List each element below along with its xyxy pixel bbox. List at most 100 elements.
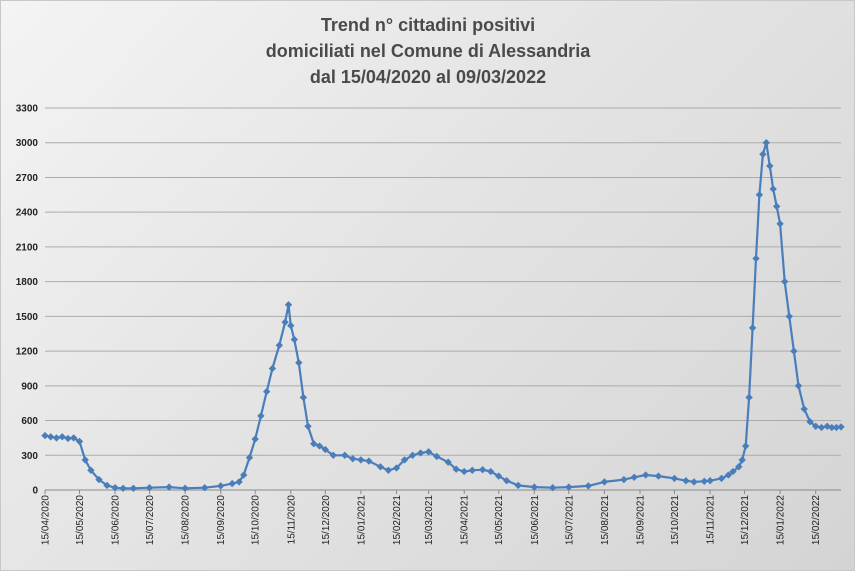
y-tick-label: 900: [21, 381, 38, 392]
data-point: [251, 435, 259, 443]
data-point: [776, 220, 784, 228]
data-point: [762, 139, 770, 147]
x-tick-label: 15/12/2021: [740, 495, 751, 545]
data-point: [495, 472, 503, 480]
data-point: [299, 393, 308, 402]
data-point: [228, 479, 236, 488]
data-point: [52, 434, 61, 442]
data-point: [217, 482, 225, 490]
data-point: [773, 202, 781, 211]
data-point: [690, 478, 698, 486]
data-point: [119, 484, 127, 492]
data-point: [766, 162, 774, 170]
data-point: [295, 359, 303, 367]
data-point: [235, 478, 243, 486]
x-tick-label: 15/02/2022: [811, 495, 822, 545]
y-tick-label: 0: [32, 486, 38, 497]
data-point: [654, 472, 663, 480]
x-tick-label: 15/05/2020: [75, 495, 86, 545]
data-point: [752, 254, 760, 263]
data-point: [58, 433, 66, 441]
data-point: [424, 448, 433, 456]
data-point: [759, 150, 767, 158]
data-point: [145, 484, 154, 492]
data-point: [257, 412, 265, 420]
data-point: [263, 387, 271, 396]
data-point: [549, 484, 557, 492]
data-point: [769, 185, 777, 193]
x-tick-label: 15/04/2020: [41, 495, 52, 545]
data-point: [103, 481, 111, 490]
data-point: [487, 467, 495, 476]
x-tick-label: 15/08/2020: [181, 495, 192, 545]
data-point: [349, 455, 357, 463]
x-tick-label: 15/05/2021: [494, 495, 505, 545]
data-point: [812, 422, 820, 430]
data-point: [275, 341, 283, 349]
data-point: [47, 433, 55, 441]
x-tick-label: 15/09/2021: [635, 495, 646, 545]
y-tick-label: 600: [21, 416, 38, 427]
data-point: [321, 445, 329, 454]
x-tick-label: 15/07/2020: [145, 495, 156, 545]
data-point: [315, 442, 324, 450]
y-tick-label: 2100: [16, 242, 39, 253]
x-tick-label: 15/03/2021: [424, 495, 435, 545]
data-point: [682, 477, 690, 485]
data-point: [376, 463, 385, 471]
data-point: [503, 477, 511, 485]
y-tick-label: 1500: [16, 312, 39, 323]
data-point: [111, 484, 119, 492]
data-point: [745, 393, 753, 402]
x-tick-label: 15/09/2020: [216, 495, 227, 545]
y-tick-label: 2400: [16, 208, 39, 219]
x-tick-label: 15/12/2020: [321, 495, 332, 545]
data-point: [281, 318, 289, 326]
data-point: [400, 456, 409, 464]
data-point: [724, 471, 733, 479]
x-tick-label: 15/06/2020: [111, 495, 122, 545]
data-point: [706, 477, 714, 485]
data-point: [290, 335, 298, 344]
data-point: [416, 449, 425, 457]
data-point: [742, 442, 750, 450]
chart-title: Trend n° cittadini positivi domiciliati n…: [266, 15, 591, 87]
data-point: [565, 483, 573, 491]
data-point: [729, 467, 737, 476]
data-point: [460, 467, 468, 476]
data-point: [670, 474, 679, 483]
y-tick-label: 3000: [16, 138, 39, 149]
x-tick-label: 15/01/2021: [356, 495, 367, 545]
data-point: [700, 477, 708, 485]
x-tick-label: 15/10/2021: [670, 495, 681, 545]
x-tick-label: 15/08/2021: [600, 495, 611, 545]
data-point: [530, 483, 538, 491]
data-point: [735, 463, 743, 471]
data-point: [41, 431, 49, 440]
data-point: [738, 456, 746, 464]
data-point: [64, 434, 72, 443]
x-tick-label: 15/10/2020: [251, 495, 262, 545]
data-point: [828, 423, 836, 432]
data-point: [817, 423, 826, 432]
data-point: [468, 466, 476, 474]
x-tick-label: 15/02/2021: [392, 495, 403, 545]
data-point: [129, 484, 138, 492]
data-point: [365, 457, 373, 465]
data-point: [642, 471, 650, 479]
data-point: [81, 456, 89, 464]
data-point: [357, 456, 365, 464]
series-line: [44, 141, 842, 490]
data-point: [75, 437, 84, 446]
data-point: [717, 474, 726, 483]
data-point: [478, 466, 487, 474]
data-point: [310, 440, 318, 448]
data-point: [620, 475, 628, 484]
data-point: [70, 434, 78, 442]
data-point: [95, 475, 103, 484]
data-point: [245, 453, 254, 462]
data-point: [781, 277, 789, 286]
data-point: [794, 382, 803, 390]
data-point: [832, 423, 841, 432]
